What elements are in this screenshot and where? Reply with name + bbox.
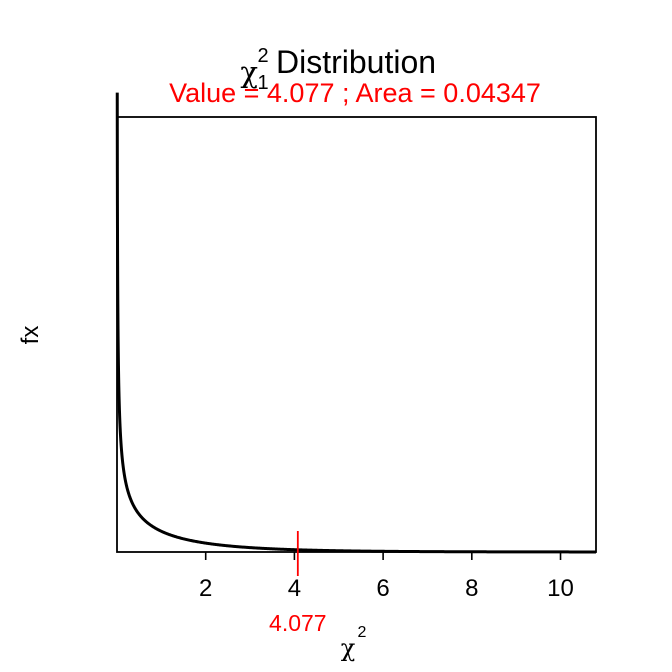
chart-title-subscript: 1 <box>257 72 268 94</box>
x-tick-label-10: 10 <box>547 575 574 602</box>
plot-frame <box>116 116 597 553</box>
x-tick-label-4: 4 <box>288 575 301 602</box>
chart-subtitle: Value = 4.077 ; Area = 0.04347 <box>169 78 541 108</box>
x-axis-ticks: 2 4 6 8 10 <box>199 552 574 602</box>
chart-title-text: Distribution <box>276 44 436 80</box>
x-tick-label-2: 2 <box>199 575 212 602</box>
chart-title-superscript: 2 <box>257 45 268 67</box>
critical-value-label: 4.077 <box>269 610 327 636</box>
x-tick-label-8: 8 <box>465 575 478 602</box>
x-axis-label-superscript: 2 <box>358 624 367 641</box>
series-line-chi-square-df-1 <box>115 92 596 554</box>
chart-title-symbol: χ <box>240 55 258 89</box>
x-tick-label-6: 6 <box>376 575 389 602</box>
y-axis-label: fx <box>17 326 44 345</box>
x-axis-label-symbol: χ <box>341 634 356 662</box>
